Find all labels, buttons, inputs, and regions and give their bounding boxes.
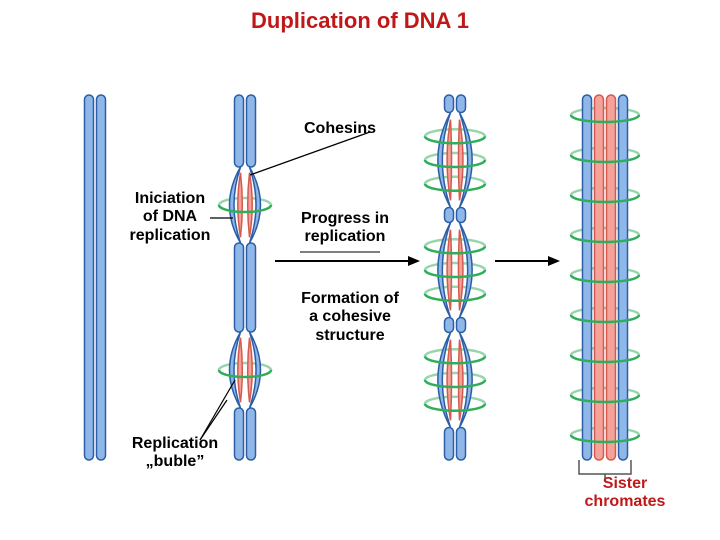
dna-diagram xyxy=(0,0,720,540)
